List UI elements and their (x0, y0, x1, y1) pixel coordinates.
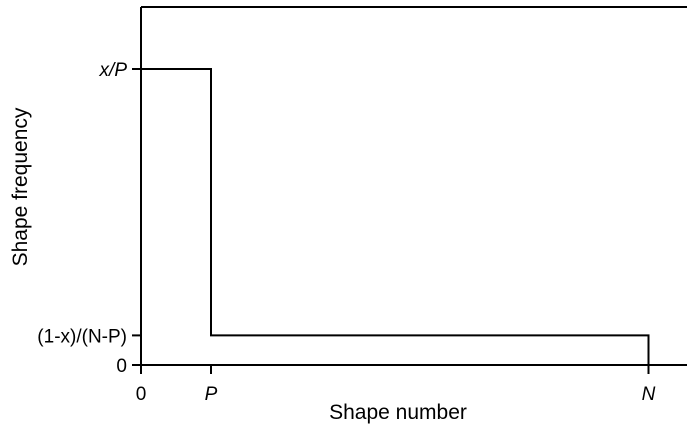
y-tick-label-2: x/P (99, 60, 128, 81)
plot-area: 0 P N 0 (1-x)/(N-P) x/P (37, 6, 687, 405)
y-tick-label-0: 0 (116, 356, 127, 377)
x-tick-label-1: P (205, 384, 218, 405)
x-tick-label-2: N (642, 384, 656, 405)
y-tick-label-1: (1-x)/(N-P) (37, 326, 127, 347)
x-tick-label-0: 0 (136, 384, 147, 405)
series-line-0 (141, 68, 650, 365)
y-axis-title: Shape frequency (9, 107, 32, 266)
x-axis-title: Shape number (329, 401, 467, 424)
